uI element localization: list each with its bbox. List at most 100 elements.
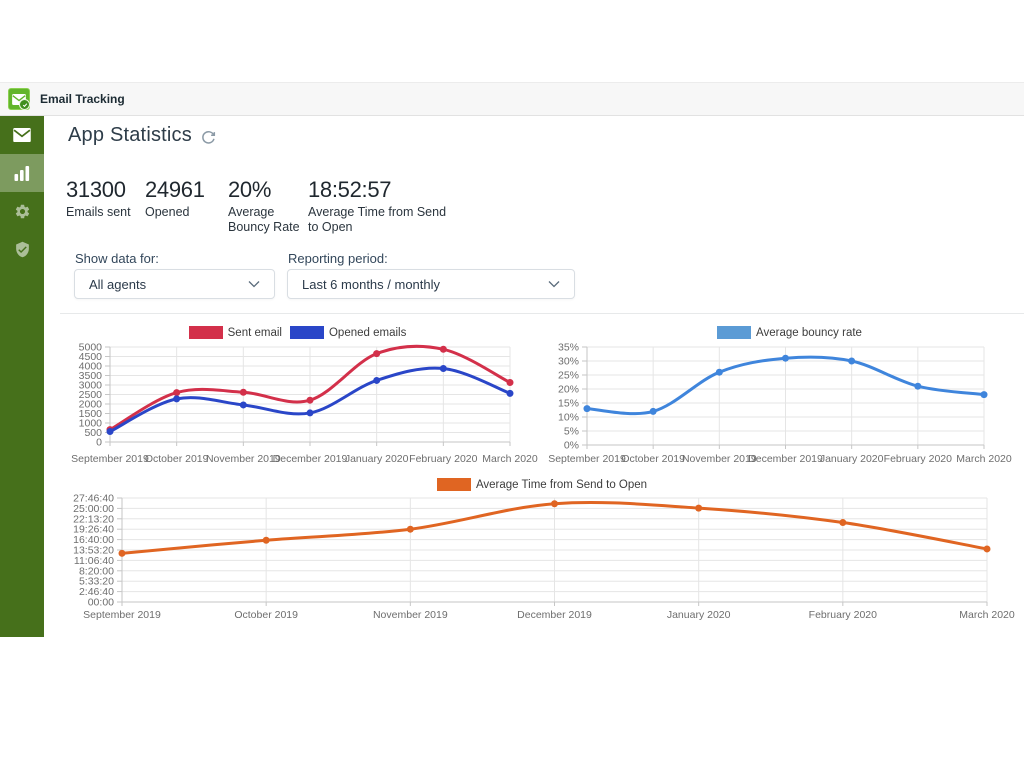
stat-emails-sent: 31300 Emails sent [66,178,145,235]
stat-value: 24961 [145,178,228,202]
stat-label: Opened [145,205,228,220]
chart-legend: Average Time from Send to Open [60,478,1024,491]
svg-text:16:40:00: 16:40:00 [73,534,114,546]
sent-opened-chart-plot: 0500100015002000250030003500400045005000… [60,344,535,475]
stat-value: 31300 [66,178,145,202]
svg-text:October 2019: October 2019 [145,453,209,465]
svg-text:27:46:40: 27:46:40 [73,493,114,505]
legend-swatch-icon [717,326,751,339]
legend-label: Average Time from Send to Open [476,479,647,491]
app-header: Email Tracking [0,82,1024,116]
svg-text:2:46:40: 2:46:40 [79,586,114,598]
svg-text:December 2019: December 2019 [748,453,823,465]
stat-avg-time: 18:52:57 Average Time from Send to Open [308,178,458,235]
check-badge-icon [19,99,30,110]
svg-text:February 2020: February 2020 [409,453,477,465]
sent-opened-chart: Sent email Opened emails 0500100015002000… [60,326,535,475]
reporting-period-value: Last 6 months / monthly [302,277,440,292]
legend-item: Sent email [189,326,282,339]
svg-text:35%: 35% [558,342,579,354]
sidebar-item-settings[interactable] [0,192,44,230]
chevron-down-icon [548,280,560,288]
legend-swatch-icon [189,326,223,339]
svg-text:00:00: 00:00 [88,597,114,609]
refresh-icon [201,130,216,145]
svg-text:October 2019: October 2019 [234,609,298,621]
svg-text:December 2019: December 2019 [517,609,592,621]
send-to-open-time-chart-plot: 00:002:46:405:33:208:20:0011:06:4013:53:… [60,494,1024,631]
svg-text:January 2020: January 2020 [820,453,884,465]
bouncy-rate-chart: Average bouncy rate 0% 5% 10% 15% 20% 25% 30% 3… [555,326,1024,475]
svg-text:13:53:20: 13:53:20 [73,545,114,557]
app-title: Email Tracking [40,92,125,106]
svg-text:September 2019: September 2019 [548,453,626,465]
svg-text:February 2020: February 2020 [884,453,952,465]
show-data-for-label: Show data for: [75,251,159,266]
mail-icon [13,128,31,142]
chart-legend: Sent email Opened emails [60,326,535,339]
svg-text:0%: 0% [564,440,579,452]
bouncy-rate-chart-plot: 0%5%10%15%20%25%30%35%September 2019Octo… [555,344,1024,475]
svg-text:January 2020: January 2020 [345,453,409,465]
svg-text:November 2019: November 2019 [206,453,281,465]
app-logo [8,88,30,110]
sidebar-item-security[interactable] [0,230,44,268]
section-divider [60,313,1024,314]
svg-text:February 2020: February 2020 [809,609,877,621]
bar-chart-icon [14,165,30,181]
reporting-period-select[interactable]: Last 6 months / monthly [287,269,575,299]
svg-text:20%: 20% [558,384,579,396]
legend-label: Opened emails [329,327,406,339]
legend-item: Opened emails [290,326,406,339]
stat-opened: 24961 Opened [145,178,228,235]
page-title: App Statistics [68,124,192,147]
stat-value: 18:52:57 [308,178,458,202]
svg-text:October 2019: October 2019 [621,453,685,465]
stat-label: Average Bouncy Rate [228,205,300,235]
main-content: App Statistics 31300 Emails sent 24961 O… [44,116,1024,637]
svg-text:December 2019: December 2019 [273,453,348,465]
reporting-period-label: Reporting period: [288,251,388,266]
legend-swatch-icon [290,326,324,339]
stat-label: Emails sent [66,205,145,220]
stat-bouncy-rate: 20% Average Bouncy Rate [228,178,308,235]
sidebar-item-statistics[interactable] [0,154,44,192]
sidebar [0,116,44,637]
show-data-for-select[interactable]: All agents [74,269,275,299]
chart-legend: Average bouncy rate [555,326,1024,339]
stat-label: Average Time from Send to Open [308,205,448,235]
svg-text:15%: 15% [558,398,579,410]
svg-text:30%: 30% [558,356,579,368]
legend-item: Average bouncy rate [717,326,862,339]
svg-text:25%: 25% [558,370,579,382]
legend-label: Average bouncy rate [756,327,862,339]
svg-text:March 2020: March 2020 [956,453,1012,465]
svg-text:November 2019: November 2019 [682,453,757,465]
svg-text:5:33:20: 5:33:20 [79,576,114,588]
gear-icon [14,203,31,220]
sidebar-item-mail[interactable] [0,116,44,154]
shield-check-icon [14,241,31,258]
svg-text:11:06:40: 11:06:40 [74,555,114,567]
svg-text:5000: 5000 [79,342,103,354]
svg-text:January 2020: January 2020 [667,609,731,621]
svg-text:September 2019: September 2019 [83,609,161,621]
show-data-for-value: All agents [89,277,146,292]
chevron-down-icon [248,280,260,288]
svg-text:September 2019: September 2019 [71,453,149,465]
send-to-open-time-chart: Average Time from Send to Open 00:002:46… [60,478,1024,631]
svg-text:November 2019: November 2019 [373,609,448,621]
svg-text:March 2020: March 2020 [959,609,1015,621]
legend-swatch-icon [437,478,471,491]
svg-text:March 2020: March 2020 [482,453,538,465]
svg-text:5%: 5% [564,426,579,438]
svg-text:22:13:20: 22:13:20 [73,513,114,525]
svg-text:25:00:00: 25:00:00 [73,503,114,515]
stats-row: 31300 Emails sent 24961 Opened 20% Avera… [66,178,458,235]
stat-value: 20% [228,178,308,202]
legend-item: Average Time from Send to Open [437,478,647,491]
legend-label: Sent email [228,327,282,339]
svg-text:19:26:40: 19:26:40 [73,524,114,536]
refresh-button[interactable] [201,130,216,145]
svg-text:10%: 10% [558,412,579,424]
